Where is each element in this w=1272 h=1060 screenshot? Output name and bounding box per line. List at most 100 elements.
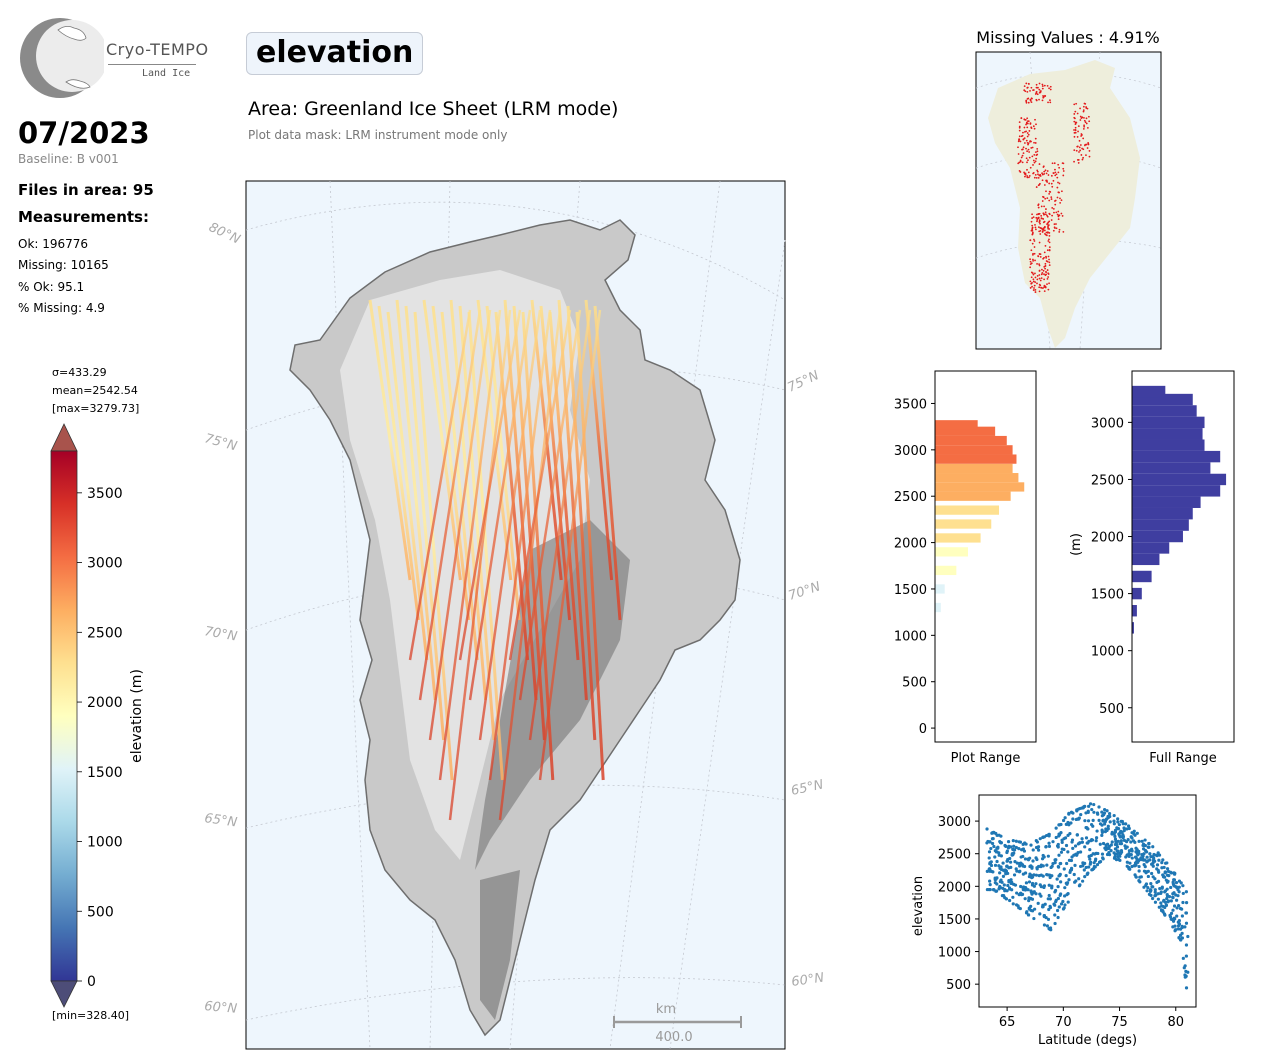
track-line bbox=[404, 305, 446, 741]
missing-point bbox=[1025, 147, 1027, 150]
scatter-point bbox=[1034, 882, 1038, 886]
missing-point bbox=[1034, 142, 1037, 144]
lat-label-70-right: 70°N bbox=[787, 579, 823, 603]
missing-point bbox=[1048, 238, 1050, 241]
missing-point bbox=[1044, 244, 1047, 247]
scatter-point bbox=[1137, 869, 1141, 873]
scatter-point bbox=[1001, 886, 1005, 891]
scatter-point bbox=[1125, 864, 1129, 868]
missing-point bbox=[1047, 227, 1050, 230]
missing-point bbox=[1040, 277, 1043, 280]
scatter-point bbox=[1024, 881, 1029, 885]
scatter-point bbox=[1107, 812, 1112, 816]
scatter-ytick-label: 1000 bbox=[938, 946, 971, 961]
missing-point bbox=[1036, 275, 1039, 277]
missing-point bbox=[1044, 197, 1047, 200]
histogram-tick-label: 2000 bbox=[894, 537, 927, 552]
track-line bbox=[566, 305, 597, 741]
missing-point bbox=[1021, 154, 1024, 157]
missing-point bbox=[1038, 241, 1041, 244]
lat-label-80: 80°N bbox=[206, 220, 242, 248]
scatter-point bbox=[1169, 871, 1174, 875]
scatter-point bbox=[1060, 847, 1064, 851]
scatter-xtick-label: 75 bbox=[1111, 1015, 1128, 1030]
scatter-point bbox=[1106, 814, 1110, 819]
missing-point bbox=[1045, 234, 1048, 237]
scatter-point bbox=[1044, 845, 1048, 849]
missing-point bbox=[1026, 168, 1028, 171]
scatter-point bbox=[1064, 874, 1068, 878]
scatter-point bbox=[1063, 894, 1067, 898]
scatter-point bbox=[1163, 905, 1167, 910]
scatter-point bbox=[1184, 943, 1189, 947]
scatter-xtick-label: 80 bbox=[1167, 1015, 1184, 1030]
scatter-point bbox=[991, 831, 995, 835]
scatter-point bbox=[1042, 885, 1046, 890]
missing-point bbox=[1054, 171, 1057, 174]
missing-point bbox=[1058, 228, 1061, 231]
missing-point bbox=[1024, 172, 1027, 175]
missing-point bbox=[1057, 215, 1060, 218]
scatter-point bbox=[1001, 861, 1005, 865]
missing-point bbox=[1037, 255, 1039, 257]
histogram-tick-label: 1000 bbox=[894, 629, 927, 644]
track-line bbox=[593, 305, 622, 621]
scatter-point bbox=[1081, 806, 1085, 810]
scatter-point bbox=[1021, 872, 1025, 876]
scatter-point bbox=[1059, 902, 1064, 906]
track-line bbox=[377, 305, 420, 621]
scale-unit: km bbox=[656, 1002, 676, 1017]
scatter-point bbox=[1010, 888, 1014, 892]
scatter-point bbox=[1174, 881, 1179, 885]
missing-point bbox=[1056, 213, 1059, 216]
scatter-point bbox=[1176, 927, 1180, 931]
missing-point bbox=[1041, 200, 1044, 202]
scatter-point bbox=[1029, 889, 1033, 893]
scatter-point bbox=[1064, 843, 1069, 848]
scatter-point bbox=[1100, 833, 1104, 837]
scatter-point bbox=[988, 879, 992, 883]
missing-point bbox=[1059, 201, 1062, 204]
scatter-point bbox=[1009, 860, 1013, 864]
plot-range-histogram: 0 500 1000 1500 2000 2500 3000 3500 Plot Range bbox=[894, 370, 1037, 766]
missing-point bbox=[1044, 274, 1047, 277]
scatter-point bbox=[1084, 811, 1088, 815]
scatter-point bbox=[1078, 850, 1083, 854]
scatter-point bbox=[1143, 858, 1147, 862]
missing-point bbox=[1043, 229, 1046, 232]
scatter-point bbox=[1018, 864, 1022, 868]
scatter-point bbox=[1127, 852, 1131, 856]
missing-point bbox=[1073, 103, 1076, 106]
scatter-point bbox=[1140, 839, 1144, 843]
scatter-point bbox=[1073, 863, 1077, 868]
scatter-point bbox=[1128, 861, 1132, 865]
missing-point bbox=[1080, 135, 1082, 137]
missing-point bbox=[1044, 213, 1047, 216]
missing-point bbox=[1018, 129, 1021, 132]
missing-point bbox=[1053, 211, 1055, 214]
missing-point bbox=[1025, 123, 1027, 126]
missing-point bbox=[1080, 154, 1083, 156]
scatter-point bbox=[988, 862, 992, 866]
scatter-point bbox=[1016, 904, 1020, 908]
missing-point bbox=[1046, 269, 1049, 271]
scatter-point bbox=[1056, 885, 1060, 889]
scatter-point bbox=[1145, 860, 1149, 864]
missing-point bbox=[1048, 87, 1050, 90]
missing-point bbox=[1043, 225, 1046, 228]
missing-point bbox=[1041, 271, 1044, 274]
missing-point bbox=[1029, 280, 1032, 283]
scatter-point bbox=[1095, 829, 1099, 833]
scatter-point bbox=[1098, 842, 1102, 846]
track-line bbox=[538, 309, 602, 781]
missing-point bbox=[1026, 86, 1029, 89]
missing-point bbox=[1034, 281, 1037, 284]
scatter-point bbox=[1105, 842, 1110, 846]
missing-point bbox=[1051, 185, 1054, 188]
colorbar-max-extend bbox=[50, 423, 78, 452]
scatter-point bbox=[1121, 833, 1125, 837]
lat-label-75-right: 75°N bbox=[785, 368, 821, 396]
scatter-point bbox=[1030, 881, 1035, 886]
missing-point bbox=[1025, 101, 1028, 104]
scatter-point bbox=[1156, 892, 1160, 896]
